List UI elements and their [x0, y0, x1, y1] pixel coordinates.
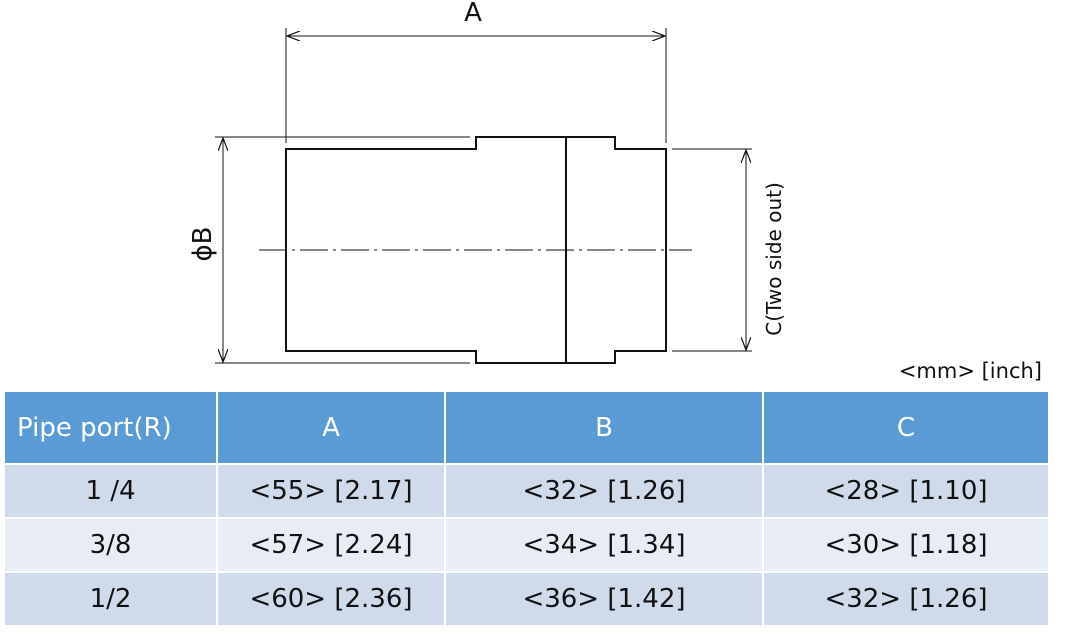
dim-c-label: C(Two side out)	[762, 182, 786, 336]
table-row: 1 /4 <55> [2.17] <32> [1.26] <28> [1.10]	[3, 463, 1050, 519]
header-c: C	[762, 390, 1050, 465]
fitting-dimension-drawing: A ϕB C(Two side out)	[188, 0, 786, 364]
cell-a: <60> [2.36]	[216, 571, 446, 627]
cell-c: <28> [1.10]	[762, 463, 1050, 519]
table-row: 3/8 <57> [2.24] <34> [1.34] <30> [1.18]	[3, 517, 1050, 573]
cell-b: <34> [1.34]	[444, 517, 764, 573]
fitting-outline	[285, 136, 667, 364]
header-pipe-port: Pipe port(R)	[3, 390, 218, 465]
cell-c: <30> [1.18]	[762, 517, 1050, 573]
units-label: <mm> [inch]	[898, 359, 1042, 383]
cell-b: <36> [1.42]	[444, 571, 764, 627]
header-b: B	[444, 390, 764, 465]
cell-a: <55> [2.17]	[216, 463, 446, 519]
cell-c: <32> [1.26]	[762, 571, 1050, 627]
cell-b: <32> [1.26]	[444, 463, 764, 519]
cell-pipe-port: 3/8	[3, 517, 218, 573]
dim-a-label: A	[464, 0, 482, 28]
table-header-row: Pipe port(R) A B C	[3, 390, 1050, 465]
table-row: 1/2 <60> [2.36] <36> [1.42] <32> [1.26]	[3, 571, 1050, 627]
cell-pipe-port: 1/2	[3, 571, 218, 627]
dim-b-label: ϕB	[188, 227, 218, 262]
dimension-table: Pipe port(R) A B C 1 /4 <55> [2.17] <32>…	[3, 390, 1050, 627]
header-a: A	[216, 390, 446, 465]
cell-a: <57> [2.24]	[216, 517, 446, 573]
cell-pipe-port: 1 /4	[3, 463, 218, 519]
